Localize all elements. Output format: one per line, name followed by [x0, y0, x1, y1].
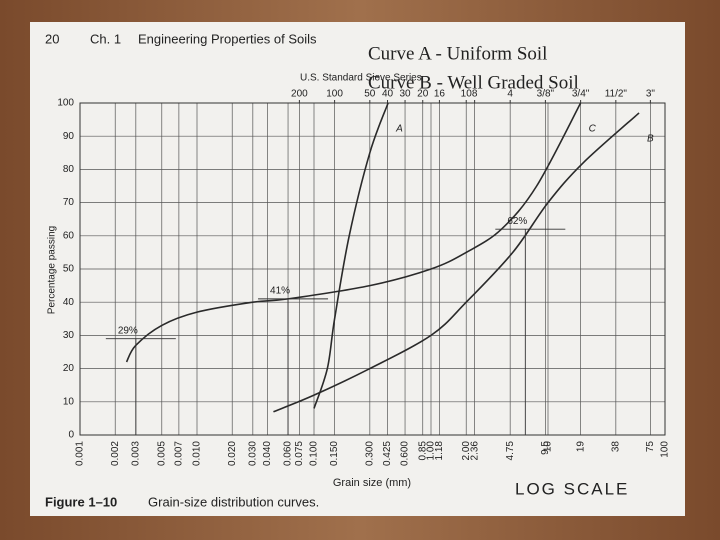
- overlay-text: Curve A - Uniform Soil: [368, 43, 547, 64]
- x-tick-label: 38: [610, 441, 621, 453]
- x-tick-label: 4.75: [505, 441, 516, 461]
- sieve-label: 8: [472, 89, 478, 100]
- sieve-label: 20: [417, 89, 429, 100]
- x-tick-label: 0.85: [417, 441, 428, 461]
- annotation: 29%: [118, 325, 138, 336]
- chapter-title: Engineering Properties of Soils: [138, 31, 317, 46]
- curve: [125, 102, 582, 363]
- handwritten-note: LOG SCALE: [515, 479, 629, 498]
- y-tick-label: 10: [63, 396, 75, 407]
- x-tick-label: 0.010: [192, 441, 203, 466]
- figure-caption: Grain-size distribution curves.: [148, 494, 319, 509]
- top-axis-title: U.S. Standard Sieve Series: [300, 73, 422, 84]
- sieve-label: 10: [461, 89, 473, 100]
- curve: [273, 112, 640, 413]
- x-tick-label: 10: [543, 441, 554, 453]
- sieve-label: 16: [434, 89, 446, 100]
- x-tick-label: 1.18: [434, 441, 445, 461]
- y-tick-label: 50: [63, 264, 75, 275]
- x-tick-label: 0.060: [283, 441, 294, 466]
- x-tick-label: 0.600: [400, 441, 411, 466]
- sieve-label: 4: [507, 89, 513, 100]
- x-tick-label: 0.075: [294, 441, 305, 466]
- plot-border: [79, 102, 666, 436]
- y-tick-label: 20: [63, 363, 75, 374]
- x-tick-label: 0.003: [130, 441, 141, 466]
- sieve-label: 11/2": [605, 89, 628, 100]
- curve-label: A: [395, 124, 403, 135]
- overlay-text: Curve B - Well Graded Soil: [368, 72, 579, 93]
- curve: [313, 102, 389, 409]
- x-tick-label: 0.100: [309, 441, 320, 466]
- y-tick-label: 60: [63, 230, 75, 241]
- x-tick-label: 2.00: [461, 441, 472, 461]
- y-tick-label: 40: [63, 297, 75, 308]
- x-tick-label: 2.36: [469, 441, 480, 461]
- figure-label: Figure 1–10: [45, 494, 117, 509]
- sieve-label: 3/4": [572, 89, 590, 100]
- sieve-label: 200: [291, 89, 308, 100]
- x-tick-label: 0.300: [364, 441, 375, 466]
- x-tick-label: 75: [645, 441, 656, 453]
- curve-label: B: [647, 134, 654, 145]
- y-tick-label: 100: [57, 98, 74, 109]
- page-number: 20: [45, 31, 59, 46]
- sieve-label: 3": [646, 89, 656, 100]
- sieve-label: 30: [399, 89, 411, 100]
- annotation: 62%: [507, 216, 527, 227]
- sieve-label: 100: [326, 89, 343, 100]
- sieve-label: 40: [382, 89, 394, 100]
- sieve-label: 3/8": [537, 89, 555, 100]
- curve-label: C: [589, 124, 597, 135]
- chapter: Ch. 1: [90, 31, 121, 46]
- x-tick-label: 0.001: [75, 441, 86, 466]
- y-tick-label: 0: [68, 430, 74, 441]
- x-tick-label: 0.150: [329, 441, 340, 466]
- x-axis-label: Grain size (mm): [333, 477, 411, 489]
- x-tick-label: 0.007: [174, 441, 185, 466]
- x-tick-label: 9.5: [540, 441, 551, 455]
- x-tick-label: 0.020: [227, 441, 238, 466]
- sieve-label: 50: [364, 89, 376, 100]
- x-tick-label: 1.00: [426, 441, 437, 461]
- x-tick-label: 0.425: [382, 441, 393, 466]
- x-tick-label: 0.002: [110, 441, 121, 466]
- x-tick-label: 0.030: [247, 441, 258, 466]
- annotation: 41%: [270, 286, 290, 297]
- y-tick-label: 30: [63, 330, 75, 341]
- y-tick-label: 80: [63, 164, 75, 175]
- x-tick-label: 19: [575, 441, 586, 453]
- x-tick-label: 0.005: [156, 441, 167, 466]
- x-tick-label: 100: [660, 441, 671, 458]
- y-tick-label: 90: [63, 131, 75, 142]
- x-tick-label: 0.040: [262, 441, 273, 466]
- y-axis-label: Percentage passing: [47, 226, 58, 314]
- y-tick-label: 70: [63, 197, 75, 208]
